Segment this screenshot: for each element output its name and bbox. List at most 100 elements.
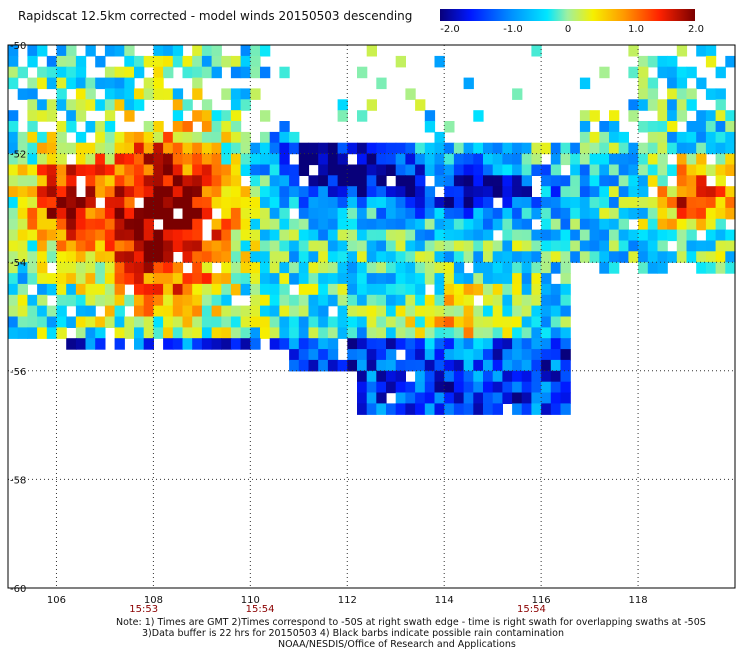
lon-tick-label: 114 [435,595,454,606]
data-cell [56,240,67,252]
lat-tick-label: -50 [10,41,26,52]
data-cell [647,88,659,100]
data-cell [134,294,145,307]
data-cell [541,349,552,361]
data-cell [512,403,523,415]
data-cell [192,77,203,90]
data-cell [512,175,523,187]
data-cell [46,197,58,209]
data-cell [104,305,116,318]
data-cell [657,142,668,155]
data-cell [609,262,620,274]
data-cell [56,283,67,296]
data-cell [589,131,600,144]
data-cell [337,283,348,296]
data-cell [46,316,58,328]
data-cell [46,77,58,90]
data-cell [56,77,67,90]
data-cell [182,55,193,68]
data-cell [182,153,193,166]
data-cell [114,66,125,79]
data-cell [502,273,513,285]
data-cell [250,175,261,187]
data-cell [66,273,77,285]
data-cell [17,240,28,252]
data-cell [705,142,717,155]
data-cell [240,251,251,263]
data-cell [725,262,736,274]
lat-tick-label: -52 [10,150,26,161]
data-cell [85,273,96,285]
data-cell [201,197,213,209]
data-cell [163,273,174,285]
data-cell [124,186,135,198]
data-cell [560,218,571,231]
data-cell [599,121,610,133]
data-cell [134,207,145,220]
data-cell [192,338,203,350]
data-cell [705,55,717,68]
data-cell [473,218,484,231]
data-cell [240,218,251,231]
data-cell [17,207,28,220]
data-cell [376,240,387,252]
data-cell [308,262,319,274]
data-cell [163,207,174,220]
data-cell [434,218,445,231]
data-cell [27,99,38,111]
data-cell [211,327,222,339]
data-cell [46,175,58,187]
data-cell [46,99,58,111]
data-cell [444,305,455,318]
data-cell [589,142,600,155]
data-cell [95,55,106,68]
data-cell [512,229,523,242]
data-cell [250,186,261,198]
data-cell [85,316,96,328]
data-cell [657,197,668,209]
data-cell [415,142,426,155]
data-cell [541,338,552,350]
data-cell [434,262,445,274]
data-cell [56,88,67,100]
data-cell [279,207,290,220]
data-cell [37,164,48,176]
data-cell [395,142,406,155]
data-cell [667,218,678,231]
data-cell [657,186,668,198]
data-cell [172,110,184,122]
data-cell [638,77,649,90]
data-cell [201,262,213,274]
data-cell [124,153,135,166]
note-line-3: NOAA/NESDIS/Office of Research and Appli… [278,639,516,650]
data-cell [667,66,678,79]
data-cell [541,327,552,339]
data-cell [153,88,164,100]
data-cell [240,207,251,220]
data-cell [172,55,184,68]
data-cell [230,66,242,79]
data-cell [8,262,19,274]
data-cell [502,218,513,231]
data-cell [308,359,319,372]
data-cell [260,175,271,187]
data-cell [27,175,38,187]
data-cell [327,197,339,209]
data-cell [725,121,736,133]
data-cell [609,153,620,166]
data-cell [434,251,445,263]
data-cell [308,316,319,328]
data-cell [318,273,329,285]
data-cell [395,370,406,383]
data-cell [473,359,484,372]
data-cell [289,197,300,209]
data-cell [75,66,87,79]
data-cell [657,164,668,176]
data-cell [434,229,445,242]
data-cell [463,207,474,220]
data-cell [541,175,552,187]
data-cell [337,327,348,339]
data-cell [424,218,436,231]
data-cell [114,240,125,252]
data-cell [269,327,280,339]
